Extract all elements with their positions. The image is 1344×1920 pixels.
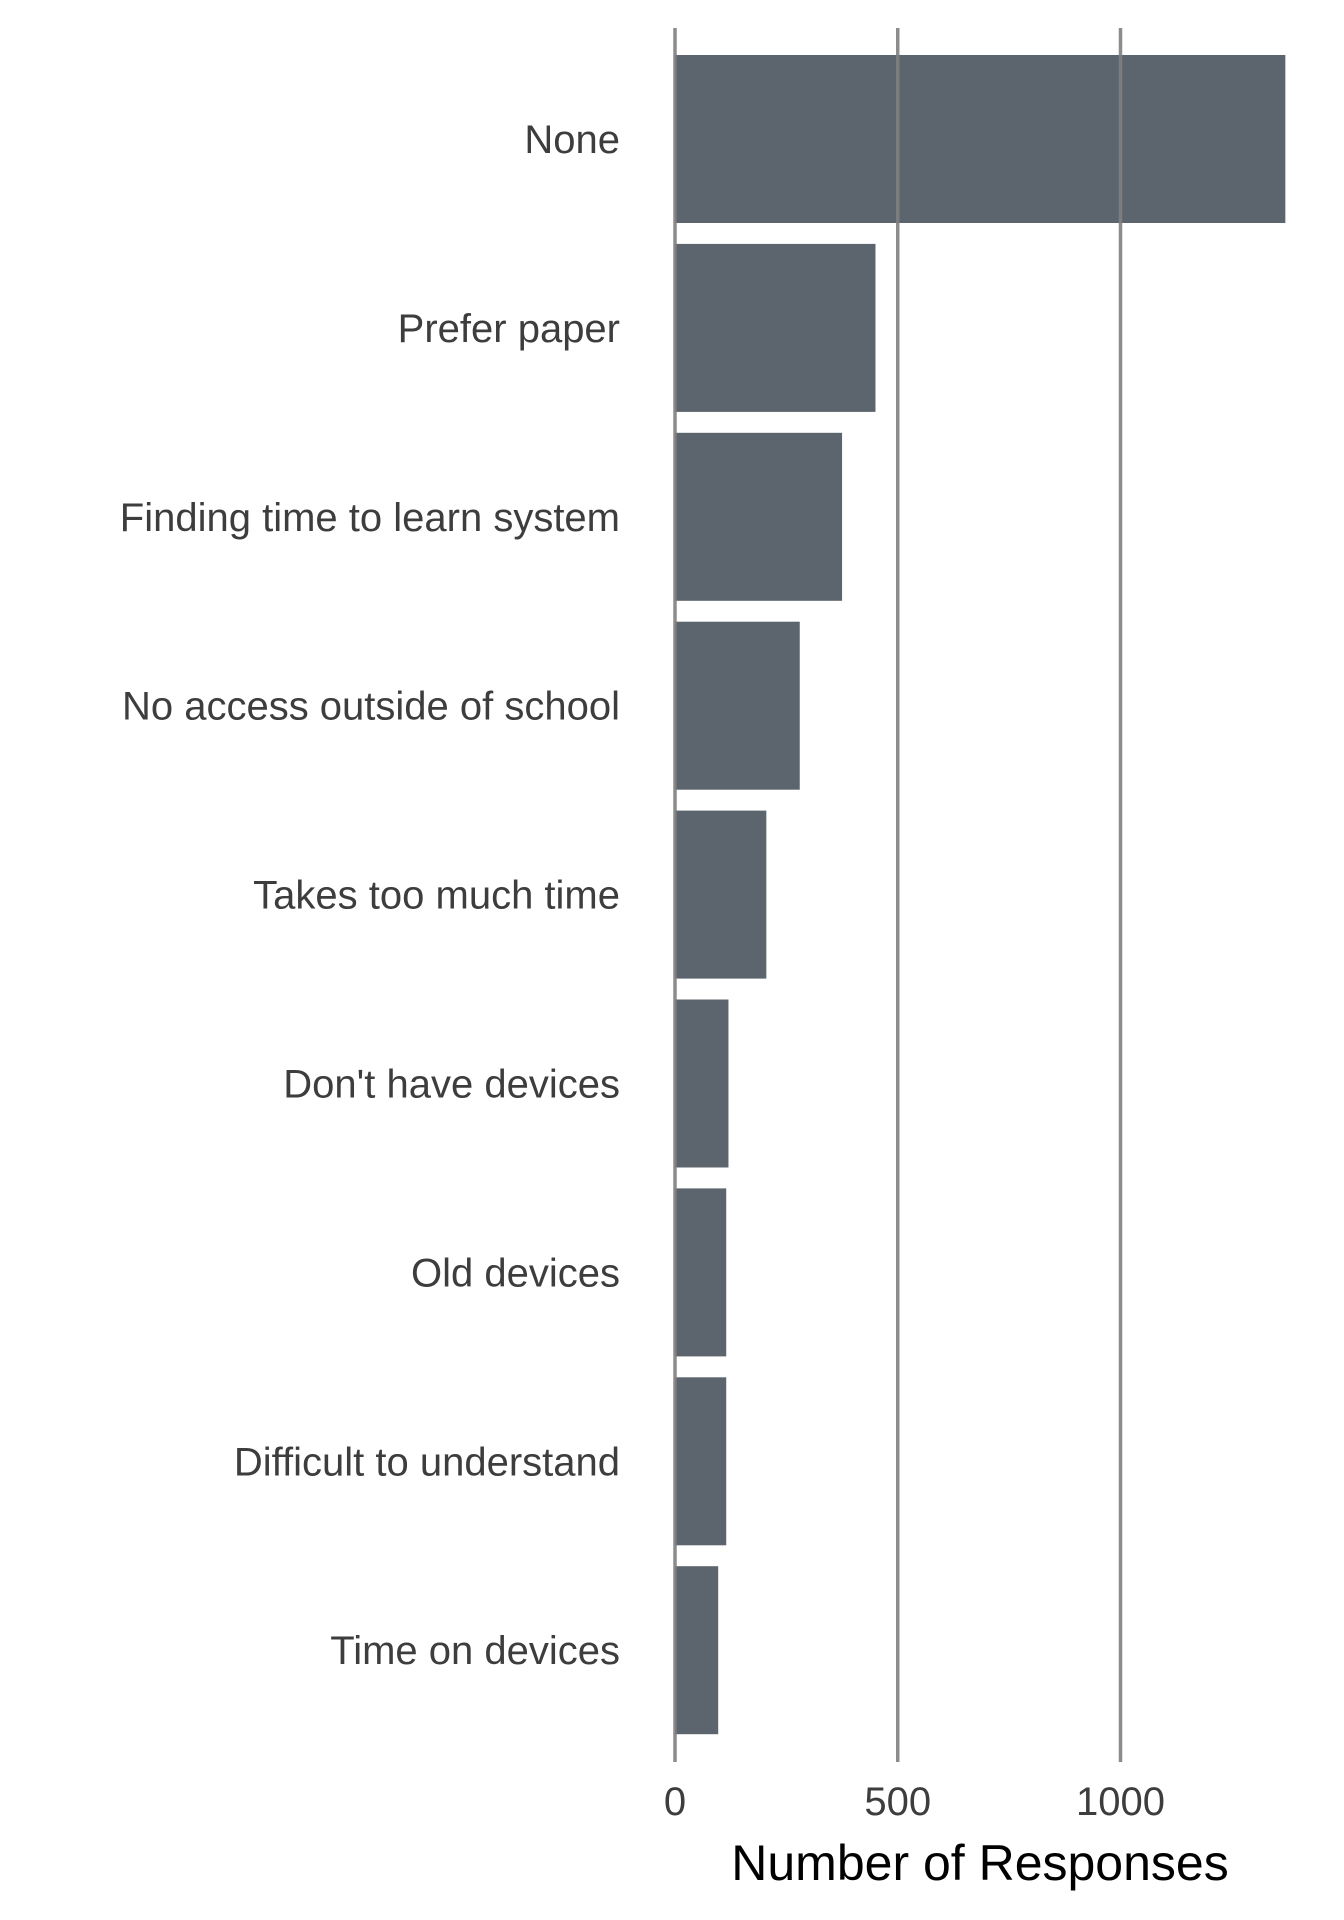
bar-prefer-paper bbox=[675, 243, 876, 412]
x-tick-labels: 0 500 1000 bbox=[664, 1780, 1165, 1824]
category-label: Time on devices bbox=[330, 1629, 620, 1673]
bar-old-devices bbox=[675, 1188, 727, 1357]
category-labels: None Prefer paper Finding time to learn sy… bbox=[120, 118, 620, 1673]
bar-takes-too-much-time bbox=[675, 810, 767, 979]
category-label: Old devices bbox=[411, 1251, 620, 1295]
x-tick-label: 0 bbox=[664, 1780, 686, 1824]
category-label: Difficult to understand bbox=[234, 1440, 620, 1484]
bar-no-access-outside-of-school bbox=[675, 621, 800, 790]
category-label: Finding time to learn system bbox=[120, 496, 620, 540]
category-label: Prefer paper bbox=[398, 307, 620, 351]
x-tick-label: 1000 bbox=[1076, 1780, 1165, 1824]
bar-finding-time-to-learn-system bbox=[675, 432, 843, 601]
category-label: Takes too much time bbox=[253, 874, 620, 918]
category-label: No access outside of school bbox=[122, 685, 620, 729]
bar-difficult-to-understand bbox=[675, 1377, 727, 1546]
bar-don-t-have-devices bbox=[675, 999, 729, 1168]
bar-time-on-devices bbox=[675, 1566, 719, 1735]
x-axis-title: Number of Responses bbox=[731, 1835, 1228, 1891]
bars bbox=[675, 55, 1286, 1735]
x-tick-label: 500 bbox=[864, 1780, 931, 1824]
grid-lines bbox=[673, 28, 1123, 1762]
category-label: Don't have devices bbox=[283, 1063, 620, 1107]
category-label: None bbox=[524, 118, 620, 162]
bar-none bbox=[675, 55, 1286, 223]
